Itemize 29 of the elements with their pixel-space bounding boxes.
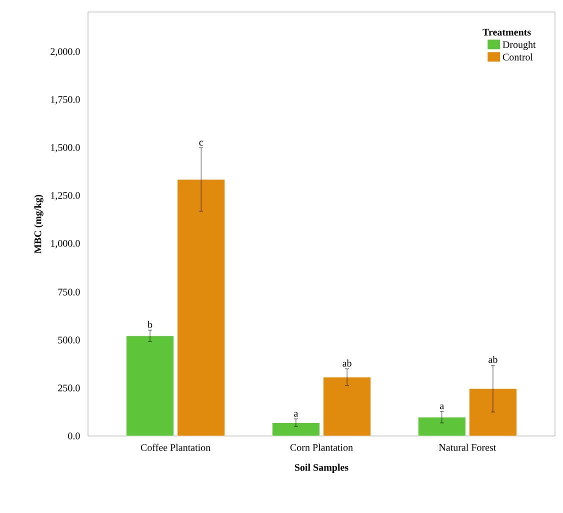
x-tick-label: Corn Plantation — [290, 444, 353, 451]
annotation: c — [199, 140, 204, 146]
y-tick-label: 0.0 — [68, 432, 80, 440]
bar — [272, 422, 320, 436]
y-axis-title: MBC (mg/kg) — [34, 194, 44, 254]
y-tick-label: 1,000.0 — [51, 240, 80, 248]
bar — [126, 336, 174, 436]
annotation: ab — [342, 360, 352, 367]
y-tick-label: 2,000.0 — [50, 48, 80, 56]
annotation: ab — [488, 356, 498, 363]
annotation: a — [440, 404, 444, 410]
y-tick-label: 500.0 — [58, 336, 80, 344]
y-tick-label: 250.0 — [58, 384, 80, 392]
bar — [469, 388, 517, 436]
bar — [177, 179, 226, 436]
legend-title: Treatments — [482, 28, 531, 36]
annotation: a — [294, 412, 298, 417]
x-axis-title: Soil Samples — [294, 464, 348, 473]
y-tick-label: 1,500.0 — [51, 144, 80, 152]
x-tick-label: Natural Forest — [438, 444, 496, 451]
y-tick-label: 750.0 — [58, 288, 80, 296]
annotation: b — [148, 320, 152, 328]
bar — [418, 416, 466, 436]
y-tick-label: 1,250.0 — [51, 192, 80, 200]
legend-label: Drought — [502, 40, 536, 50]
x-tick-label: Coffee Plantation — [140, 444, 210, 451]
bar — [323, 376, 371, 436]
legend-label: Control — [502, 53, 533, 60]
y-tick-label: 1,750.0 — [51, 96, 80, 104]
